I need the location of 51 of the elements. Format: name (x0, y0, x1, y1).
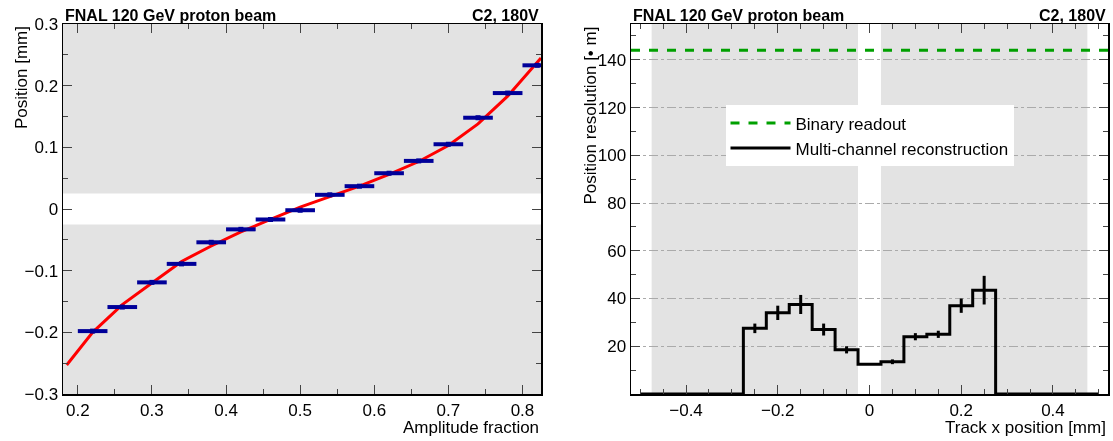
point (505, 90, 511, 96)
x-tick-label: 0.7 (436, 400, 461, 420)
point (356, 183, 362, 189)
y-tick-label: 120 (597, 98, 627, 118)
x-tick-label: 0.3 (140, 400, 164, 420)
x-tick-label: 0.4 (214, 400, 238, 420)
y-tick-label: 100 (597, 146, 627, 166)
y-tick-label: 80 (607, 193, 627, 213)
point (386, 170, 392, 176)
point (119, 304, 125, 310)
x-tick-label: 0.6 (362, 400, 387, 420)
x-tick-label: 0.8 (510, 400, 535, 420)
y-tick-label: 60 (607, 241, 627, 261)
point (268, 216, 273, 222)
y-axis-title: Position resolution [• m] (580, 26, 600, 205)
point (475, 115, 481, 121)
y-axis-title: Position [mm] (12, 26, 31, 129)
chart-subtitle: C2, 180V (1039, 7, 1107, 24)
x-tick-label: 0.2 (66, 400, 90, 420)
point (445, 141, 451, 147)
x-axis-title: Amplitude fraction (403, 418, 540, 437)
point (416, 158, 422, 164)
y-tick-label: 0.1 (34, 138, 59, 158)
x-tick-label: 0 (864, 400, 875, 420)
point (208, 239, 214, 245)
point (179, 261, 185, 267)
y-tick-label: 0 (48, 199, 59, 219)
y-tick-label: −0.3 (24, 384, 59, 404)
y-tick-label: −0.2 (24, 323, 59, 343)
point (90, 328, 96, 334)
x-tick-label: −0.4 (669, 400, 703, 420)
y-tick-label: −0.1 (24, 261, 59, 281)
point (238, 226, 244, 232)
point (149, 279, 155, 285)
point (297, 207, 303, 213)
y-tick-label: 0.2 (34, 76, 59, 96)
chart-title: FNAL 120 GeV proton beam (633, 7, 845, 24)
y-tick-label: 0.3 (34, 14, 59, 34)
y-tick-label: 40 (607, 289, 627, 309)
x-axis-title: Track x position [mm] (945, 418, 1106, 437)
x-tick-label: 0.5 (288, 400, 312, 420)
x-tick-label: 0.2 (949, 400, 974, 420)
chart-subtitle: C2, 180V (472, 7, 540, 24)
point (327, 192, 333, 198)
chart-title: FNAL 120 GeV proton beam (65, 7, 277, 24)
x-tick-label: 0.4 (1041, 400, 1065, 420)
x-tick-label: −0.2 (760, 400, 795, 420)
y-tick-label: 20 (607, 337, 627, 357)
legend-label: Multi-channel reconstruction (795, 139, 1009, 159)
legend-label: Binary readout (795, 114, 907, 134)
point (534, 62, 540, 68)
